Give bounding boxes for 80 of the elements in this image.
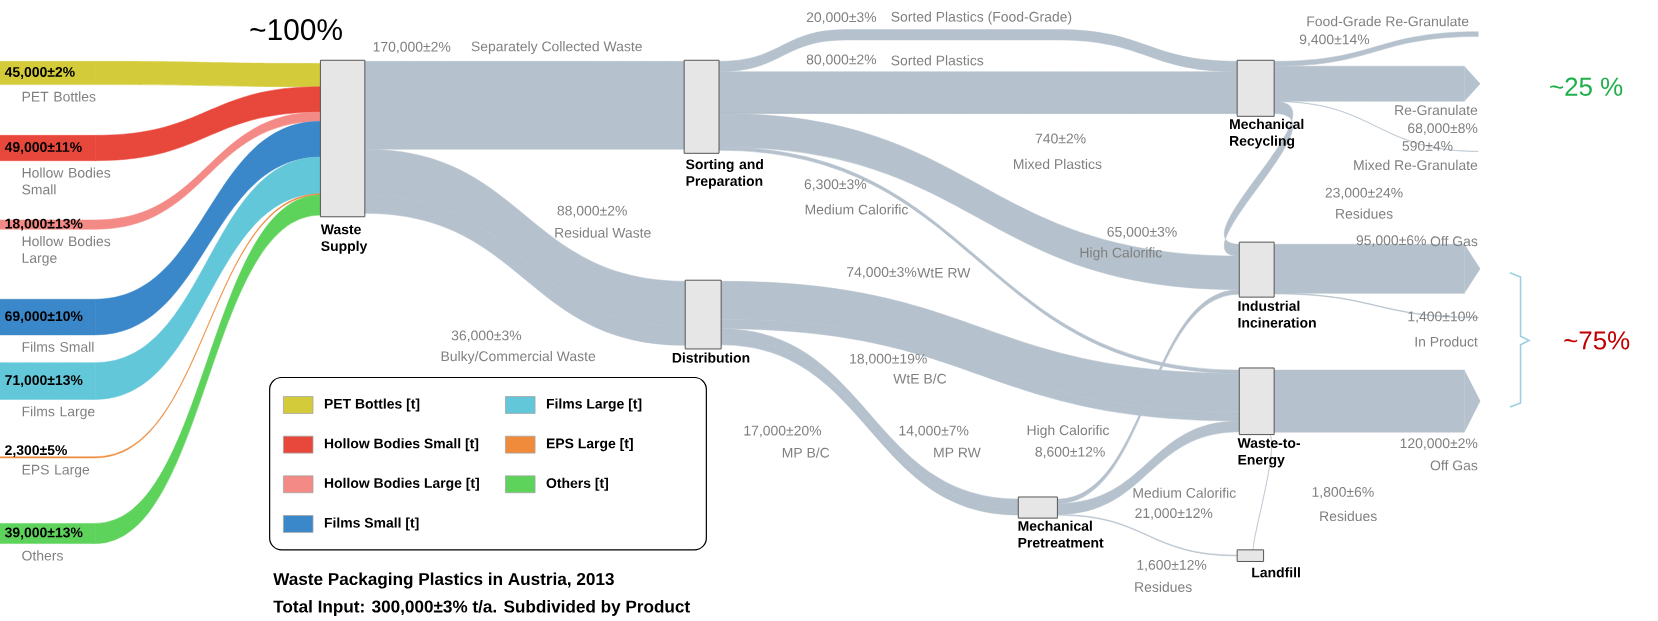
data-label: 6,300±3% — [804, 179, 867, 191]
category-label: WtE B/C — [893, 373, 947, 384]
text: Waste-to-Energy — [1237, 438, 1301, 468]
category-label: Sorted Plastics (Food-Grade) — [891, 11, 1072, 25]
data-label: 74,000±3% — [847, 267, 917, 279]
category-label: Bulky/Commercial Waste — [441, 351, 596, 365]
data-label: 14,000±7% — [899, 425, 969, 438]
data-label: 740±2% — [1035, 133, 1086, 144]
data-label: 39,000±13% — [4, 527, 83, 540]
data-label: 95,000±6% — [1356, 235, 1426, 247]
data-label: 1,800±6% — [1312, 487, 1374, 499]
category-label: Mixed Re-Granulate — [1354, 160, 1478, 171]
category-label: Food-Grade Re-Granulate — [1307, 16, 1469, 27]
data-label: 1,600±12% — [1137, 560, 1207, 572]
text: Mechanical Pretreatment — [1018, 520, 1104, 548]
data-label: 18,000±19% — [850, 353, 927, 366]
category-label: MP RW — [934, 447, 981, 458]
text: Mechanical Recycling — [1230, 119, 1304, 149]
data-label: 9,400±14% — [1299, 34, 1370, 47]
data-label: 18,000±13% — [5, 218, 83, 231]
data-label: 88,000±2% — [557, 205, 627, 218]
category-label: Hollow Bodies Small — [22, 167, 111, 195]
data-label: 17,000±20% — [744, 425, 822, 438]
legend-label: Films Small [t] — [324, 517, 419, 531]
text: Total Input: 300,000±3% t/a. Subdivided by Product — [273, 600, 690, 617]
category-label: Films Large — [22, 406, 95, 420]
category-label: WtE RW — [917, 268, 971, 278]
text: Waste Packaging Plastics in Austria, 2013 — [273, 572, 614, 589]
category-label: Separately Collected Waste — [471, 41, 642, 55]
category-label: PET Bottles — [22, 91, 96, 102]
category-label: EPS Large — [22, 464, 90, 478]
category-label: High Calorific — [1027, 425, 1110, 439]
data-label: 590±4% — [1402, 141, 1453, 152]
data-label: 23,000±24% — [1325, 187, 1403, 200]
data-label: 8,600±12% — [1035, 446, 1105, 459]
category-label: Residual Waste — [555, 227, 651, 238]
data-label: 45,000±2% — [4, 67, 75, 80]
data-label: 170,000±2% — [373, 42, 451, 54]
legend-label: Hollow Bodies Large [t] — [324, 477, 479, 491]
data-label: 120,000±2% — [1400, 438, 1478, 451]
data-label: 68,000±8% — [1408, 123, 1478, 135]
data-label: 69,000±10% — [5, 311, 83, 324]
text: ~25 % — [1550, 77, 1623, 97]
legend-label: Others [t] — [546, 477, 608, 491]
data-label: 65,000±3% — [1107, 227, 1177, 239]
category-label: Residues — [1135, 581, 1192, 593]
data-label: 2,300±5% — [5, 445, 67, 458]
category-label: Residues — [1320, 511, 1377, 522]
data-label: 71,000±13% — [5, 375, 83, 388]
text: Sorting and Preparation — [686, 159, 763, 189]
category-label: Medium Calorific — [1133, 487, 1236, 499]
data-label: 49,000±11% — [4, 142, 82, 155]
text: Waste Supply — [320, 224, 368, 254]
text: Industrial Incineration — [1238, 300, 1316, 328]
category-label: Medium Calorific — [805, 204, 909, 215]
legend-label: Films Large [t] — [546, 398, 642, 412]
category-label: Films Small — [22, 341, 94, 353]
text: ~100% — [250, 19, 342, 41]
data-label: 1,400±10% — [1408, 311, 1478, 324]
category-label: MP B/C — [782, 447, 830, 458]
data-label: 80,000±2% — [806, 54, 877, 67]
legend-label: PET Bottles [t] — [324, 398, 420, 412]
category-label: Re-Granulate — [1395, 105, 1478, 116]
legend-label: EPS Large [t] — [546, 438, 633, 452]
data-label: 21,000±12% — [1135, 508, 1213, 520]
text: ~75% — [1564, 331, 1630, 350]
category-label: Off Gas — [1430, 236, 1478, 247]
category-label: High Calorific — [1080, 247, 1162, 261]
category-label: Off Gas — [1430, 460, 1478, 471]
category-label: Residues — [1336, 208, 1393, 219]
text: Landfill — [1252, 567, 1300, 578]
category-label: Hollow Bodies Large — [22, 236, 111, 266]
legend-label: Hollow Bodies Small [t] — [324, 438, 479, 452]
data-label: 36,000±3% — [451, 330, 522, 343]
category-label: Sorted Plastics — [891, 55, 984, 66]
category-label: Others — [22, 550, 63, 561]
category-label: In Product — [1415, 336, 1478, 347]
data-label: 20,000±3% — [806, 12, 877, 24]
text: Distribution — [672, 352, 750, 363]
category-label: Mixed Plastics — [1013, 158, 1102, 170]
